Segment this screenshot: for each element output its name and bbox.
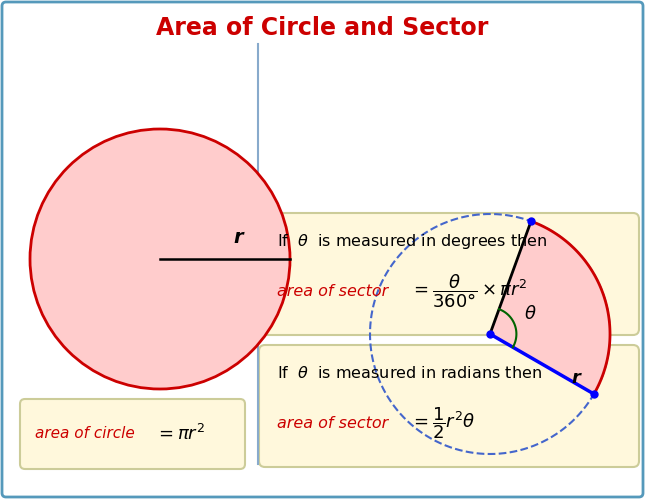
FancyBboxPatch shape <box>259 345 639 467</box>
Text: $=\dfrac{1}{2} r^2 \theta$: $=\dfrac{1}{2} r^2 \theta$ <box>410 405 475 441</box>
Text: r: r <box>571 369 580 387</box>
Text: area of circle: area of circle <box>35 427 135 442</box>
FancyBboxPatch shape <box>20 399 245 469</box>
Text: $= \pi r^2$: $= \pi r^2$ <box>155 424 205 444</box>
Text: If  $\theta$  is measured in radians then: If $\theta$ is measured in radians then <box>277 365 542 381</box>
Text: Area of Circle and Sector: Area of Circle and Sector <box>156 16 489 40</box>
Polygon shape <box>490 221 610 394</box>
FancyBboxPatch shape <box>259 213 639 335</box>
Text: $=\dfrac{\theta}{360°} \times \pi r^2$: $=\dfrac{\theta}{360°} \times \pi r^2$ <box>410 272 528 310</box>
Circle shape <box>30 129 290 389</box>
Text: $\theta$: $\theta$ <box>524 305 537 323</box>
Text: area of sector: area of sector <box>277 283 388 298</box>
Text: area of sector: area of sector <box>277 416 388 431</box>
Text: r: r <box>233 228 243 247</box>
Text: If  $\theta$  is measured in degrees then: If $\theta$ is measured in degrees then <box>277 232 548 250</box>
